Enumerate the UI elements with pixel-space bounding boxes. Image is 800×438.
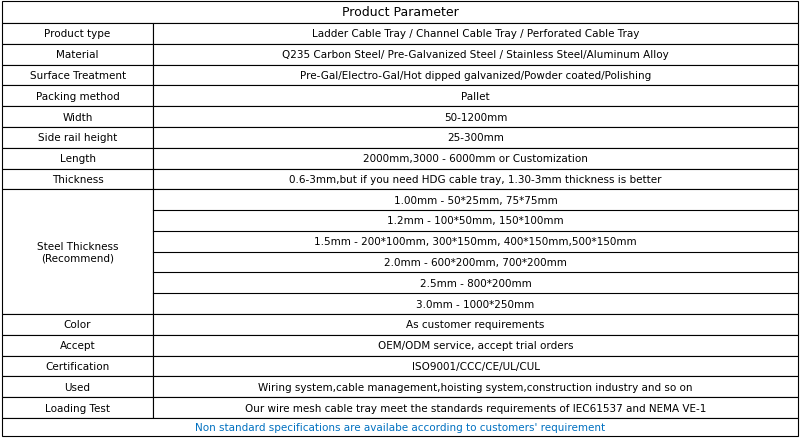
Bar [154, 190, 798, 314]
Text: Product type: Product type [45, 29, 110, 39]
Bar [154, 314, 798, 335]
Bar [154, 45, 798, 65]
Text: Certification: Certification [46, 361, 110, 371]
Text: Width: Width [62, 112, 93, 122]
Bar [2, 377, 154, 397]
Bar [2, 169, 154, 190]
Text: 25-300mm: 25-300mm [447, 133, 504, 143]
Bar [154, 169, 798, 190]
Bar [2, 148, 154, 169]
Text: Product Parameter: Product Parameter [342, 7, 458, 19]
Bar [2, 107, 154, 127]
Bar [154, 148, 798, 169]
Text: Pallet: Pallet [462, 92, 490, 102]
Text: Ladder Cable Tray / Channel Cable Tray / Perforated Cable Tray: Ladder Cable Tray / Channel Cable Tray /… [312, 29, 639, 39]
Text: 3.0mm - 1000*250mm: 3.0mm - 1000*250mm [417, 299, 534, 309]
Text: Length: Length [60, 154, 96, 164]
Text: 1.5mm - 200*100mm, 300*150mm, 400*150mm,500*150mm: 1.5mm - 200*100mm, 300*150mm, 400*150mm,… [314, 237, 637, 247]
Bar [2, 45, 154, 65]
Bar [154, 86, 798, 107]
Bar [2, 24, 154, 45]
Text: OEM/ODM service, accept trial orders: OEM/ODM service, accept trial orders [378, 340, 574, 350]
Bar [2, 314, 154, 335]
Bar [154, 397, 798, 418]
Bar [2, 86, 154, 107]
Text: Material: Material [56, 50, 99, 60]
Bar [154, 107, 798, 127]
Text: 2000mm,3000 - 6000mm or Customization: 2000mm,3000 - 6000mm or Customization [363, 154, 588, 164]
Text: 1.00mm - 50*25mm, 75*75mm: 1.00mm - 50*25mm, 75*75mm [394, 195, 558, 205]
Text: 0.6-3mm,but if you need HDG cable tray, 1.30-3mm thickness is better: 0.6-3mm,but if you need HDG cable tray, … [290, 174, 662, 184]
Text: 1.2mm - 100*50mm, 150*100mm: 1.2mm - 100*50mm, 150*100mm [387, 216, 564, 226]
Bar [154, 377, 798, 397]
Text: Q235 Carbon Steel/ Pre-Galvanized Steel / Stainless Steel/Aluminum Alloy: Q235 Carbon Steel/ Pre-Galvanized Steel … [282, 50, 669, 60]
Text: 2.0mm - 600*200mm, 700*200mm: 2.0mm - 600*200mm, 700*200mm [384, 258, 567, 268]
Bar [2, 127, 154, 148]
Text: 50-1200mm: 50-1200mm [444, 112, 507, 122]
Text: Our wire mesh cable tray meet the standards requirements of IEC61537 and NEMA VE: Our wire mesh cable tray meet the standa… [245, 403, 706, 413]
Text: As customer requirements: As customer requirements [406, 320, 545, 330]
Bar [154, 127, 798, 148]
Text: Wiring system,cable management,hoisting system,construction industry and so on: Wiring system,cable management,hoisting … [258, 382, 693, 392]
Bar [2, 418, 798, 436]
Text: Steel Thickness
(Recommend): Steel Thickness (Recommend) [37, 241, 118, 263]
Text: Surface Treatment: Surface Treatment [30, 71, 126, 81]
Text: Pre-Gal/Electro-Gal/Hot dipped galvanized/Powder coated/Polishing: Pre-Gal/Electro-Gal/Hot dipped galvanize… [300, 71, 651, 81]
Text: Accept: Accept [60, 340, 95, 350]
Bar [2, 397, 154, 418]
Text: ISO9001/CCC/CE/UL/CUL: ISO9001/CCC/CE/UL/CUL [412, 361, 540, 371]
Bar [154, 356, 798, 377]
Text: Non standard specifications are availabe according to customers' requirement: Non standard specifications are availabe… [195, 422, 605, 432]
Text: 2.5mm - 800*200mm: 2.5mm - 800*200mm [420, 278, 531, 288]
Bar [2, 2, 798, 24]
Bar [2, 356, 154, 377]
Text: Used: Used [65, 382, 90, 392]
Text: Side rail height: Side rail height [38, 133, 118, 143]
Bar [154, 65, 798, 86]
Text: Thickness: Thickness [52, 174, 103, 184]
Text: Packing method: Packing method [36, 92, 119, 102]
Text: Loading Test: Loading Test [45, 403, 110, 413]
Bar [154, 24, 798, 45]
Bar [2, 65, 154, 86]
Text: Color: Color [64, 320, 91, 330]
Bar [2, 335, 154, 356]
Bar [154, 335, 798, 356]
Bar [2, 190, 154, 314]
